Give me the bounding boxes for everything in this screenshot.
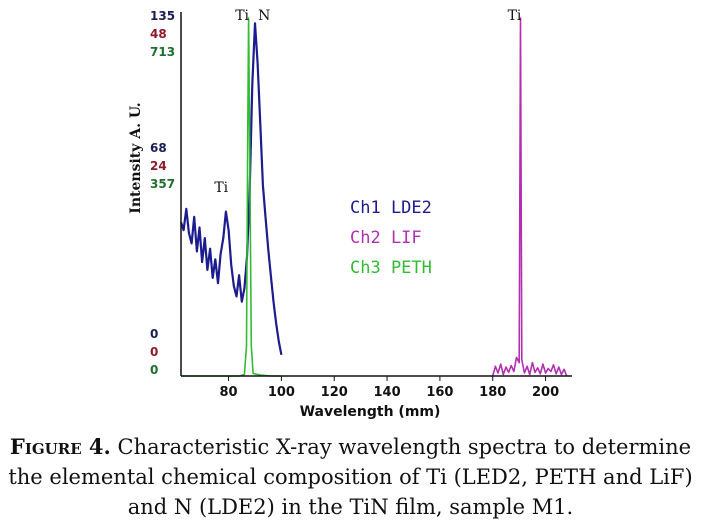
legend-entry: Ch1 LDE2 xyxy=(350,198,432,218)
y-tick-label: 713 xyxy=(150,45,175,59)
figure-caption: Figure 4. Characteristic X-ray wavelengt… xyxy=(0,432,701,522)
x-tick-label: 80 xyxy=(220,385,238,400)
y-tick-label: 0 xyxy=(150,327,158,341)
peak-annotation: N xyxy=(258,8,270,24)
peak-annotation: Ti xyxy=(214,180,228,196)
caption-label: Figure 4. xyxy=(9,434,111,459)
y-tick-label: 135 xyxy=(150,9,175,23)
x-tick-label: 160 xyxy=(426,385,453,400)
x-tick-label: 140 xyxy=(373,385,400,400)
y-ticks: 135 48 713 68 24 357 0 0 0 xyxy=(150,9,175,377)
axes xyxy=(180,12,572,377)
legend-entry: Ch3 PETH xyxy=(350,258,432,278)
series-line-ch3-peth xyxy=(181,17,282,377)
annotations: Ti N Ti Ti xyxy=(214,8,522,196)
x-tick-label: 100 xyxy=(268,385,295,400)
x-ticks: 80 100 120 140 160 180 200 xyxy=(220,376,559,400)
x-axis-label: Wavelength (mm) xyxy=(300,404,441,420)
series-line-ch2-lif xyxy=(491,17,568,377)
y-tick-label: 24 xyxy=(150,159,167,173)
y-tick-label: 357 xyxy=(150,177,175,191)
caption-text: Characteristic X-ray wavelength spectra … xyxy=(8,435,693,519)
legend-entry: Ch2 LIF xyxy=(350,228,422,248)
y-tick-label: 68 xyxy=(150,141,167,155)
y-tick-label: 0 xyxy=(150,363,158,377)
y-tick-label: 48 xyxy=(150,27,167,41)
x-tick-label: 180 xyxy=(479,385,506,400)
y-tick-label: 0 xyxy=(150,345,158,359)
plot-area xyxy=(179,17,568,377)
peak-annotation: Ti xyxy=(508,8,522,24)
series-line-ch1-lde2 xyxy=(179,22,283,356)
y-axis-label: Intensity A. U. xyxy=(128,102,144,213)
peak-annotation: Ti xyxy=(235,8,249,24)
legend: Ch1 LDE2 Ch2 LIF Ch3 PETH xyxy=(350,198,432,278)
x-tick-label: 120 xyxy=(321,385,348,400)
x-tick-label: 200 xyxy=(532,385,559,400)
